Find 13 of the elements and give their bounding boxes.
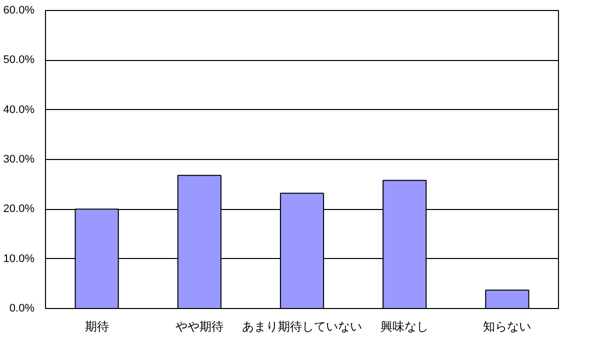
x-tick-label: やや期待 <box>175 320 224 334</box>
y-tick-label: 20.0% <box>3 203 35 216</box>
x-tick-label: 知らない <box>483 320 532 334</box>
y-tick-label: 30.0% <box>3 154 35 166</box>
y-tick-label: 0.0% <box>9 302 35 314</box>
x-tick-label: あまり期待していない <box>242 320 362 334</box>
y-tick-label: 50.0% <box>3 54 35 66</box>
y-tick-label: 40.0% <box>3 104 35 116</box>
y-tick-label: 10.0% <box>3 252 35 265</box>
y-tick-label: 60.0% <box>3 4 35 16</box>
bar <box>485 290 530 308</box>
x-tick-label: 興味なし <box>380 320 429 334</box>
x-tick-label: 期待 <box>84 320 109 334</box>
